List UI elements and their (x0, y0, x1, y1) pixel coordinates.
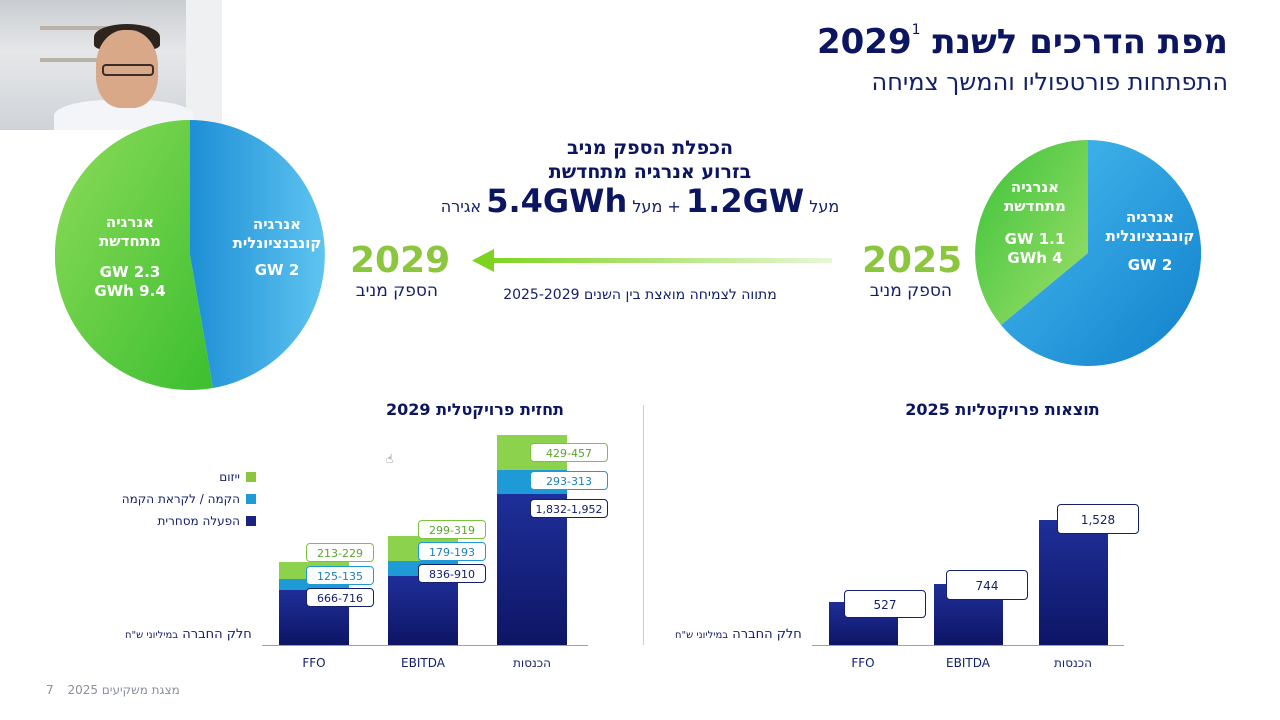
stat-prefix-1: מעל (809, 197, 840, 216)
forecast-revenue-construction-label: 293-313 (530, 471, 608, 490)
stat-prefix-2: מעל (632, 197, 663, 216)
forecast-category-ebitda: EBITDA (401, 656, 445, 670)
center-headline-line2: בזרוע אנרגיה מתחדשת (548, 161, 752, 183)
title-text: מפת הדרכים לשנת 2029 (816, 22, 1228, 62)
pie-chart-2025 (975, 140, 1201, 366)
center-headline: הכפלת הספק מניב בזרוע אנרגיה מתחדשת (440, 136, 860, 184)
legend-swatch-navy (246, 516, 256, 526)
results-unit-label: חלק החברה במיליוני ש"ח (675, 627, 802, 642)
year-block-2029: 2029 הספק מניב (350, 240, 451, 301)
year-2025: 2025 (862, 240, 963, 281)
results-2025-title: תוצאות פרויקטליות 2025 (905, 400, 1100, 419)
growth-arrow-icon (472, 249, 832, 272)
webcam-video-overlay (0, 0, 222, 130)
stat-storage-suffix: אגירה (440, 197, 482, 216)
legend-label-construction: הקמה / לקראת הקמה (121, 492, 240, 506)
forecast-revenue-development-label: 429-457 (530, 443, 608, 462)
pie-2025-conventional-slice (1001, 140, 1201, 366)
forecast-2029-title: תחזית פרויקטלית 2029 (386, 400, 564, 419)
results-category-ebitda: EBITDA (946, 656, 990, 670)
legend-item-operation: הפעלה מסחרית (100, 514, 256, 528)
year-2029-label: הספק מניב (355, 281, 438, 301)
legend-swatch-blue (246, 494, 256, 504)
forecast-revenue-operation-label: 1,832-1,952 (530, 499, 608, 518)
results-revenue-value: 1,528 (1057, 504, 1139, 534)
stat-storage-value: 5.4GWh (486, 182, 628, 220)
pie-2029-conventional-slice (190, 120, 325, 388)
footer-text: מצגת משקיעים 2025 (67, 683, 180, 697)
forecast-ffo-operation-label: 666-716 (306, 588, 374, 607)
legend-item-development: ייזום (100, 470, 256, 484)
pie-2029-renewable-slice (55, 120, 213, 390)
forecast-category-revenue: הכנסות (513, 656, 551, 670)
pie-2025-renewable-value1: 1.1 GW (1004, 230, 1066, 248)
forecast-axis (262, 645, 588, 646)
results-axis (812, 645, 1124, 646)
forecast-ebitda-operation-label: 836-910 (418, 564, 486, 583)
pie-2029-renewable-value2: 9.4 GWh (94, 282, 166, 300)
year-2029: 2029 (350, 240, 451, 281)
pie-2029-conventional-value: 2 GW (254, 261, 300, 279)
forecast-ebitda-construction-label: 179-193 (418, 542, 486, 561)
pie-2025-renewable-value2: 4 GWh (1007, 249, 1063, 267)
year-block-2025: 2025 הספק מניב (862, 240, 963, 301)
trend-text: מתווה לצמיחה מואצת בין השנים 2025-2029 (503, 287, 777, 303)
pie-2029-renewable-label: אנרגיה מתחדשת 2.3 GW 9.4 GWh (75, 213, 185, 301)
pie-2025-conventional-label: אנרגיה קונבנציונלית 2 GW (1100, 208, 1200, 275)
section-divider (643, 405, 644, 645)
stat-capacity-value: 1.2GW (685, 182, 805, 220)
pie-chart-2029 (55, 120, 325, 390)
center-headline-line1: הכפלת הספק מניב (566, 137, 733, 159)
results-revenue-bar (1039, 520, 1108, 645)
pie-2025-renewable-title: אנרגיה מתחדשת (1004, 178, 1066, 215)
slide-subtitle: התפתחות פורטפוליו והמשך צמיחה (871, 68, 1228, 96)
legend-label-operation: הפעלה מסחרית (157, 514, 240, 528)
pie-2029-conventional-label: אנרגיה קונבנציונלית 2 GW (222, 215, 332, 280)
slide-title: מפת הדרכים לשנת 20291 (817, 22, 1228, 62)
forecast-unit-label: חלק החברה במיליוני ש"ח (125, 627, 252, 642)
forecast-ffo-development-label: 213-229 (306, 543, 374, 562)
pie-2025-renewable-slice (975, 140, 1088, 325)
forecast-revenue-operation-bar (497, 494, 567, 645)
results-ffo-value: 527 (844, 590, 926, 618)
results-unit-main: חלק החברה (732, 627, 802, 642)
pie-2029-renewable-value1: 2.3 GW (99, 263, 161, 281)
legend: ייזום הקמה / לקראת הקמה הפעלה מסחרית (100, 470, 256, 528)
mouse-cursor-icon: ☝ (386, 452, 394, 466)
footer: 7 מצגת משקיעים 2025 (46, 683, 180, 697)
forecast-unit-small: במיליוני ש"ח (125, 630, 179, 641)
forecast-ffo-construction-label: 125-135 (306, 566, 374, 585)
year-2025-label: הספק מניב (869, 281, 952, 301)
results-category-ffo: FFO (851, 656, 875, 670)
forecast-category-ffo: FFO (302, 656, 326, 670)
stat-plus: + (667, 197, 681, 216)
forecast-ebitda-development-label: 299-319 (418, 520, 486, 539)
legend-item-construction: הקמה / לקראת הקמה (100, 492, 256, 506)
pie-2025-renewable-label: אנרגיה מתחדשת 1.1 GW 4 GWh (990, 178, 1080, 268)
center-stats: מעל 1.2GW + מעל 5.4GWh אגירה (440, 182, 840, 220)
results-category-revenue: הכנסות (1054, 656, 1092, 670)
results-ebitda-value: 744 (946, 570, 1028, 600)
pie-2025-conventional-value: 2 GW (1127, 256, 1173, 274)
results-unit-small: במיליוני ש"ח (675, 630, 729, 641)
forecast-unit-main: חלק החברה (182, 627, 252, 642)
page-number: 7 (46, 683, 54, 697)
legend-label-development: ייזום (219, 470, 240, 484)
footnote-ref: 1 (911, 22, 921, 38)
forecast-ebitda-operation-bar (388, 576, 458, 645)
pie-2029-renewable-title: אנרגיה מתחדשת (99, 213, 161, 250)
legend-swatch-green (246, 472, 256, 482)
pie-2029-conventional-title: אנרגיה קונבנציונלית (232, 215, 322, 252)
pie-2025-conventional-title: אנרגיה קונבנציונלית (1105, 208, 1195, 245)
